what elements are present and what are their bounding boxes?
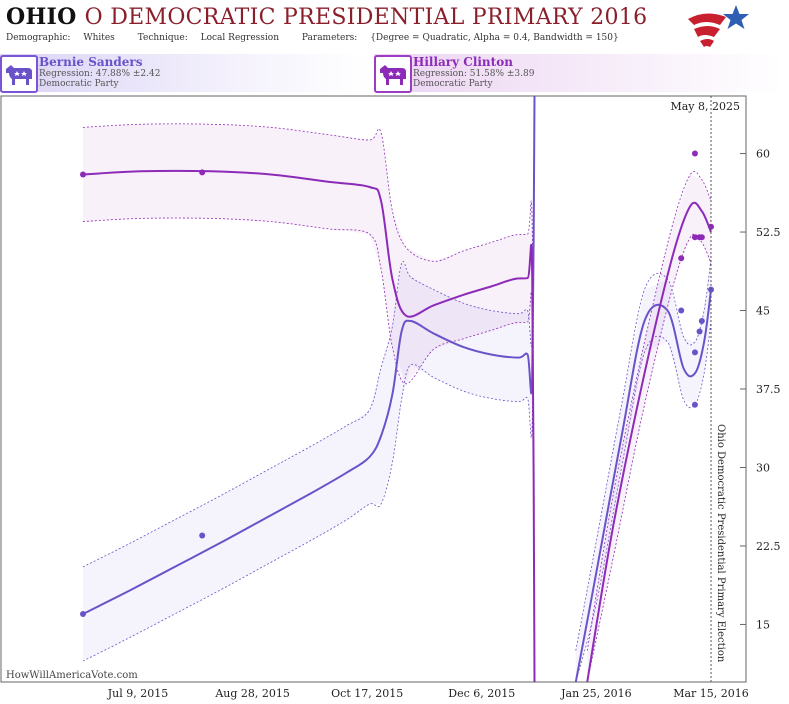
series-points (79, 150, 714, 617)
confidence-band (83, 124, 535, 683)
data-point (698, 234, 705, 241)
y-tick-label: 37.5 (756, 383, 781, 396)
y-tick-label: 15 (756, 618, 770, 631)
y-axis: 15 22.5 30 37.5 45 52.5 60 (756, 148, 781, 632)
confidence-upper (82, 123, 535, 639)
confidence-band (575, 258, 711, 682)
series-line (82, 169, 536, 683)
y-tick-label: 60 (756, 148, 770, 161)
parameters-label: Parameters: (301, 33, 358, 43)
data-point (79, 171, 86, 178)
confidence-bands (82, 95, 712, 683)
parameters-line: Demographic: Whites Technique: Local Reg… (6, 33, 639, 43)
y-tick-label: 52.5 (756, 226, 781, 239)
y-tick-marks (740, 153, 746, 625)
technique-label: Technique: (137, 33, 188, 43)
x-tick-label: Jul 9, 2015 (107, 687, 169, 700)
watermark: HowWillAmericaVote.com (6, 670, 138, 681)
data-point (708, 223, 714, 230)
current-date-label: May 8, 2025 (670, 100, 740, 113)
title-text: O DEMOCRATIC PRESIDENTIAL PRIMARY 2016 (84, 5, 648, 30)
x-tick-label: Mar 15, 2016 (673, 687, 749, 700)
confidence-upper (586, 170, 712, 651)
page-title: OHIO O DEMOCRATIC PRESIDENTIAL PRIMARY 2… (6, 4, 647, 30)
y-tick-label: 22.5 (756, 540, 781, 553)
data-point (79, 610, 86, 617)
series-lines (82, 95, 712, 683)
confidence-upper (575, 258, 712, 651)
donkey-icon (374, 55, 412, 93)
state-name: OHIO (6, 4, 77, 30)
confidence-band (587, 174, 711, 682)
candidate-name: Bernie Sanders (39, 55, 143, 69)
confidence-upper (82, 95, 535, 568)
data-point (199, 532, 206, 539)
election-label: Ohio Democratic Presidential Primary Ele… (715, 424, 726, 663)
data-point (678, 307, 685, 314)
plot-frame (0, 95, 747, 683)
data-point (691, 349, 698, 356)
demographic-value: Whites (83, 33, 115, 43)
confidence-lower (82, 134, 535, 662)
y-tick-label: 30 (756, 461, 770, 474)
confidence-lower (575, 320, 712, 683)
x-tick-label: Dec 6, 2015 (448, 687, 515, 700)
parameters-value: {Degree = Quadratic, Alpha = 0.4, Bandwi… (370, 33, 619, 43)
x-axis: Jul 9, 2015 Aug 28, 2015 Oct 17, 2015 Dec 6… (107, 687, 749, 700)
confidence-lower (586, 233, 712, 683)
x-tick-label: Jan 25, 2016 (560, 687, 632, 700)
donkey-icon (0, 55, 38, 93)
series-line (586, 201, 712, 683)
data-point (698, 317, 705, 324)
star-logo-icon (688, 5, 749, 47)
series-line (82, 95, 536, 615)
candidate-regression: Regression: 51.58% ±3.89 (413, 69, 535, 79)
confidence-lower (82, 217, 535, 683)
candidate-party: Democratic Party (39, 79, 119, 89)
candidate-clinton: Hillary Clinton Regression: 51.58% ±3.89… (374, 54, 784, 93)
candidate-name: Hillary Clinton (413, 55, 513, 69)
demographic-label: Demographic: (6, 33, 71, 43)
data-point (678, 255, 685, 262)
y-tick-label: 45 (756, 305, 770, 318)
data-point (691, 401, 698, 408)
data-point (691, 234, 698, 241)
data-point (696, 328, 703, 335)
data-point (199, 169, 206, 176)
candidate-party: Democratic Party (413, 79, 493, 89)
data-point (691, 150, 698, 157)
technique-value: Local Regression (200, 33, 279, 43)
series-line (574, 289, 712, 683)
x-tick-label: Aug 28, 2015 (214, 687, 290, 700)
confidence-band (83, 96, 535, 662)
candidate-sanders: Bernie Sanders Regression: 47.88% ±2.42 … (0, 54, 370, 93)
candidate-regression: Regression: 47.88% ±2.42 (39, 69, 161, 79)
x-tick-label: Oct 17, 2015 (331, 687, 403, 700)
